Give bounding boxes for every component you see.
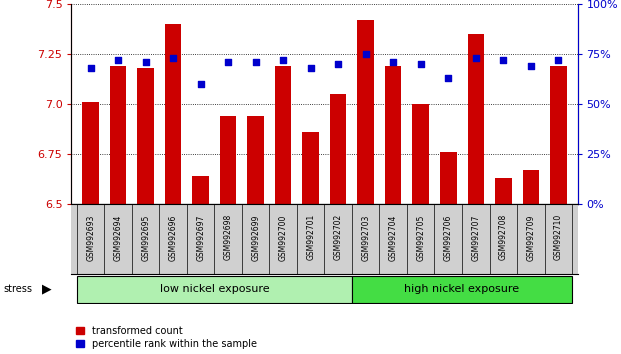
Text: GDS4974 / 8043564: GDS4974 / 8043564 [71,0,212,1]
Bar [358,19,374,204]
Point [553,57,563,62]
Text: GSM992693: GSM992693 [86,214,95,261]
Point [471,55,481,61]
Point [278,57,288,62]
Bar [77,276,352,303]
Bar [302,132,319,204]
Text: GSM992699: GSM992699 [252,214,260,261]
Text: high nickel exposure: high nickel exposure [404,284,520,295]
Text: GSM992700: GSM992700 [279,214,288,261]
Point [306,65,315,70]
Text: GSM992708: GSM992708 [499,214,508,261]
Text: stress: stress [3,284,32,295]
Bar [275,65,291,204]
Bar [165,23,181,204]
Point [141,59,151,64]
Text: GSM992705: GSM992705 [416,214,425,261]
Point [498,57,508,62]
Text: GSM992697: GSM992697 [196,214,205,261]
Bar [352,276,572,303]
Bar [468,34,484,204]
Point [526,63,536,68]
Text: GSM992696: GSM992696 [169,214,178,261]
Point [251,59,261,64]
Text: GSM992703: GSM992703 [361,214,370,261]
Point [196,81,206,86]
Point [168,55,178,61]
Bar [247,115,264,204]
Text: GSM992694: GSM992694 [114,214,123,261]
Text: GSM992709: GSM992709 [526,214,535,261]
Text: ▶: ▶ [42,283,52,296]
Point [416,61,426,67]
Point [443,75,453,80]
Legend: transformed count, percentile rank within the sample: transformed count, percentile rank withi… [76,326,257,349]
Text: GSM992698: GSM992698 [224,214,233,261]
Point [388,59,398,64]
Bar [83,102,99,204]
Bar [550,65,566,204]
Text: GSM992710: GSM992710 [554,214,563,261]
Text: GSM992695: GSM992695 [141,214,150,261]
Point [333,61,343,67]
Bar [330,93,347,204]
Text: GSM992707: GSM992707 [471,214,480,261]
Point [113,57,123,62]
Point [86,65,96,70]
Bar [385,65,402,204]
Text: GSM992704: GSM992704 [389,214,397,261]
Bar [110,65,127,204]
Bar [412,103,429,204]
Bar [137,68,154,204]
Point [223,59,233,64]
Point [361,51,371,56]
Bar [193,176,209,204]
Bar [495,178,512,204]
Bar [440,152,456,204]
Bar [220,115,237,204]
Bar [522,170,539,204]
Text: GSM992706: GSM992706 [444,214,453,261]
Text: GSM992701: GSM992701 [306,214,315,261]
Text: low nickel exposure: low nickel exposure [160,284,270,295]
Text: GSM992702: GSM992702 [333,214,343,261]
